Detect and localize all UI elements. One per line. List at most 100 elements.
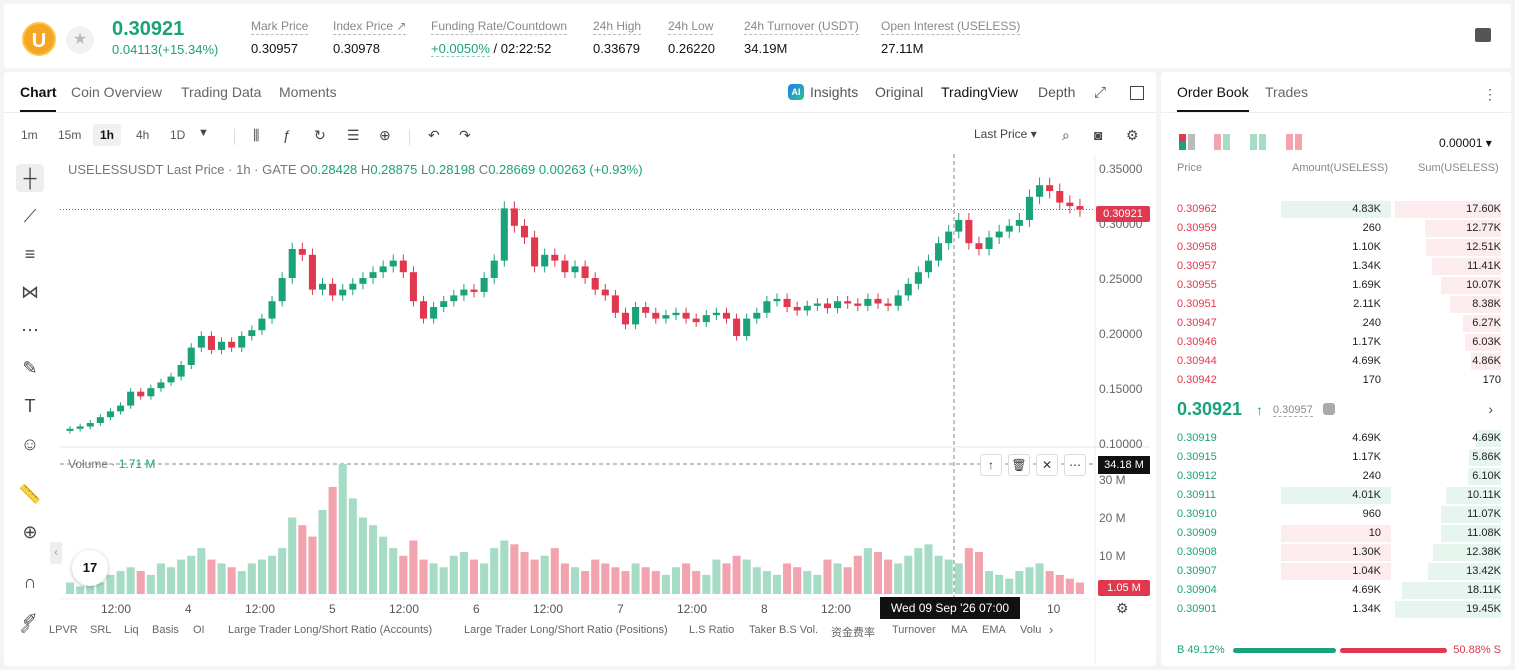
- mode-bids-icon[interactable]: [1250, 134, 1266, 150]
- price-source-select[interactable]: Last Price ▾: [974, 127, 1037, 141]
- tab-original[interactable]: Original: [875, 84, 924, 100]
- chart-settings-icon[interactable]: ⚙: [1116, 600, 1129, 616]
- redo-icon[interactable]: ↷: [459, 127, 471, 143]
- ask-row[interactable]: 0.30962 4.83K 17.60K: [1161, 200, 1511, 219]
- crosshair-icon[interactable]: ┼: [16, 164, 44, 192]
- bid-row[interactable]: 0.30919 4.69K 4.69K: [1161, 429, 1511, 448]
- collapse-pane-icon[interactable]: ✕: [1036, 454, 1058, 476]
- replay-icon[interactable]: ↻: [314, 127, 326, 143]
- guide-book-icon[interactable]: [1475, 28, 1491, 42]
- chevron-right-icon[interactable]: ›: [1049, 622, 1054, 637]
- camera-icon[interactable]: ◙: [1094, 127, 1103, 143]
- move-up-icon[interactable]: ↑: [980, 454, 1002, 476]
- timeframe-4h[interactable]: 4h: [136, 128, 150, 142]
- emoji-icon[interactable]: ☺: [20, 434, 40, 454]
- ruler-icon[interactable]: 📏: [18, 484, 42, 504]
- mode-asks-icon[interactable]: [1286, 134, 1302, 150]
- trend-line-icon[interactable]: ⟋: [23, 206, 37, 226]
- candlestick-chart[interactable]: [60, 154, 1150, 664]
- stat-mark-price[interactable]: Mark Price 0.30957: [251, 19, 309, 56]
- undo-icon[interactable]: ↶: [428, 127, 440, 143]
- indicator-liq[interactable]: Liq: [124, 624, 139, 636]
- mode-both-icon[interactable]: [1179, 134, 1195, 150]
- expand-icon[interactable]: ⤢: [1094, 84, 1107, 101]
- bid-row[interactable]: 0.30904 4.69K 18.11K: [1161, 581, 1511, 600]
- brush-icon[interactable]: ✎: [22, 358, 38, 378]
- templates-icon[interactable]: ☰: [347, 127, 360, 143]
- settings-gear-icon[interactable]: ⚙: [1126, 127, 1139, 143]
- ask-row[interactable]: 0.30959 260 12.77K: [1161, 219, 1511, 238]
- tab-order-book[interactable]: Order Book: [1177, 84, 1249, 100]
- ask-row[interactable]: 0.30951 2.11K 8.38K: [1161, 295, 1511, 314]
- add-indicator-icon[interactable]: ⊕: [379, 127, 391, 143]
- fib-lines-icon[interactable]: ≡: [24, 244, 36, 264]
- tab-moments[interactable]: Moments: [279, 84, 337, 100]
- pattern-icon[interactable]: ⋈: [21, 282, 39, 302]
- tab-depth[interactable]: Depth: [1038, 84, 1076, 100]
- tab-coin-overview[interactable]: Coin Overview: [71, 84, 163, 100]
- timeframe-15m[interactable]: 15m: [58, 128, 82, 142]
- indicator-ema[interactable]: EMA: [982, 624, 1006, 636]
- more-options-icon[interactable]: ⋮: [1483, 86, 1497, 102]
- tab-trades[interactable]: Trades: [1265, 84, 1309, 100]
- text-tool-icon[interactable]: T: [24, 396, 36, 416]
- bid-row[interactable]: 0.30911 4.01K 10.11K: [1161, 486, 1511, 505]
- candlestick-type-icon[interactable]: ⫼: [253, 127, 260, 143]
- indicator-large-trader-accounts[interactable]: Large Trader Long/Short Ratio (Accounts): [228, 624, 433, 636]
- timeframe-1d[interactable]: 1D: [170, 128, 186, 142]
- bid-row[interactable]: 0.30907 1.04K 13.42K: [1161, 562, 1511, 581]
- collapse-toolbar-icon[interactable]: ‹: [50, 542, 62, 564]
- tab-trading-data[interactable]: Trading Data: [181, 84, 262, 100]
- timeframe-1h[interactable]: 1h: [93, 124, 122, 146]
- candle-body: [722, 312, 731, 319]
- stat-index-price[interactable]: Index Price ↗ 0.30978: [333, 19, 407, 56]
- indicator-taker-bs-vol[interactable]: Taker B.S Vol.: [749, 624, 819, 636]
- ask-row[interactable]: 0.30947 240 6.27K: [1161, 314, 1511, 333]
- edit-icon[interactable]: ✐: [20, 622, 31, 637]
- ask-row[interactable]: 0.30946 1.17K 6.03K: [1161, 333, 1511, 352]
- indicator-ls-ratio[interactable]: L.S Ratio: [689, 624, 735, 636]
- ask-row[interactable]: 0.30957 1.34K 11.41K: [1161, 257, 1511, 276]
- search-icon[interactable]: ⌕: [1062, 127, 1070, 143]
- indicator-basis[interactable]: Basis: [152, 624, 179, 636]
- indicator-lpvr[interactable]: LPVR: [49, 624, 78, 636]
- indicator-srl[interactable]: SRL: [90, 624, 112, 636]
- indicator-ma[interactable]: MA: [951, 624, 968, 636]
- precision-select[interactable]: 0.00001 ▾: [1439, 136, 1492, 150]
- volume-bar: [1005, 578, 1014, 594]
- chevron-down-icon[interactable]: ▼: [198, 127, 209, 139]
- tab-insights[interactable]: Insights: [810, 84, 859, 100]
- bid-row[interactable]: 0.30908 1.30K 12.38K: [1161, 543, 1511, 562]
- ask-row[interactable]: 0.30958 1.10K 12.51K: [1161, 238, 1511, 257]
- indicator-large-trader-positions[interactable]: Large Trader Long/Short Ratio (Positions…: [464, 624, 668, 636]
- magnet-icon[interactable]: ∩: [23, 572, 37, 592]
- lock-drawing-icon[interactable]: ✐: [22, 610, 38, 630]
- bid-row[interactable]: 0.30915 1.17K 5.86K: [1161, 448, 1511, 467]
- tradingview-logo[interactable]: 17: [72, 550, 108, 586]
- stat-funding-rate[interactable]: Funding Rate/Countdown +0.0050% / 02:22:…: [431, 19, 568, 57]
- timeframe-1m[interactable]: 1m: [21, 128, 38, 142]
- projection-icon[interactable]: ⋯: [21, 320, 39, 340]
- ask-row[interactable]: 0.30942 170 170: [1161, 371, 1511, 390]
- bid-row[interactable]: 0.30910 960 11.07K: [1161, 505, 1511, 524]
- tab-chart[interactable]: Chart: [20, 84, 57, 100]
- bid-row[interactable]: 0.30901 1.34K 19.45K: [1161, 600, 1511, 619]
- chevron-right-icon[interactable]: ›: [1488, 401, 1493, 417]
- mode-both-alt-icon[interactable]: [1214, 134, 1230, 150]
- window-icon[interactable]: [1130, 86, 1144, 100]
- indicator-volume[interactable]: Volu: [1020, 624, 1042, 636]
- bid-row[interactable]: 0.30912 240 6.10K: [1161, 467, 1511, 486]
- delete-icon[interactable]: 🗑: [1008, 454, 1030, 476]
- tab-tradingview[interactable]: TradingView: [941, 84, 1019, 100]
- bid-row[interactable]: 0.30909 10 11.08K: [1161, 524, 1511, 543]
- volume-bar: [399, 555, 408, 594]
- indicators-icon[interactable]: ƒ: [283, 127, 291, 143]
- indicator-funding-rate[interactable]: 资金费率: [831, 627, 875, 639]
- ask-row[interactable]: 0.30944 4.69K 4.86K: [1161, 352, 1511, 371]
- more-pane-icon[interactable]: ⋯: [1064, 454, 1086, 476]
- indicator-oi[interactable]: OI: [193, 624, 205, 636]
- ask-row[interactable]: 0.30955 1.69K 10.07K: [1161, 276, 1511, 295]
- indicator-turnover[interactable]: Turnover: [892, 624, 936, 636]
- zoom-in-icon[interactable]: ⊕: [22, 522, 38, 542]
- favorite-star-icon[interactable]: ★: [66, 26, 94, 54]
